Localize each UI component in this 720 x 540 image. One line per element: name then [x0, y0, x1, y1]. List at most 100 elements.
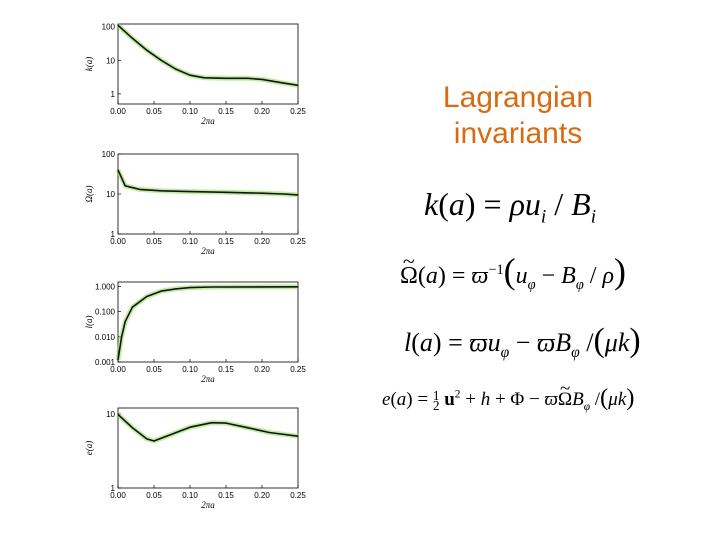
y-axis-label: k(a) — [84, 57, 94, 72]
equation-l: l(a) = ϖuφ − ϖBφ /(μk) — [404, 322, 641, 362]
x-axis-label: 2πa — [201, 116, 215, 126]
x-tick-label: 0.20 — [254, 237, 270, 246]
series-line — [117, 413, 299, 442]
y-tick-label: 10 — [106, 56, 115, 65]
y-tick-label: 10 — [106, 410, 115, 419]
k-plot: 0.00 0.05 0.10 0.15 0.20 0.25 100 10 1 2πa k(a) — [80, 18, 320, 136]
data-point — [297, 84, 299, 86]
chart-svg-1: 0.00 0.05 0.10 0.15 0.20 0.25 100 10 1 2πa Ω(a) — [84, 150, 306, 256]
y-axis-label: Ω(a) — [84, 185, 94, 202]
equation-k: k(a) = ρui / Bi — [424, 186, 597, 228]
x-tick-label: 0.10 — [182, 107, 198, 116]
data-point — [117, 24, 119, 26]
y-tick-label: 1 — [111, 90, 116, 99]
data-point — [117, 413, 119, 416]
data-point — [283, 82, 285, 84]
data-point — [203, 77, 205, 79]
y-tick-label: 1.000 — [95, 282, 116, 291]
y-tick-label: 0.010 — [95, 333, 116, 342]
x-tick-label: 0.25 — [290, 365, 306, 374]
x-tick-label: 0.20 — [254, 491, 270, 500]
title-line-1: Lagrangian — [442, 81, 594, 114]
data-point — [139, 188, 141, 191]
data-point — [175, 288, 177, 290]
data-point — [211, 422, 213, 424]
data-point — [131, 427, 133, 429]
data-point — [131, 306, 133, 308]
data-point — [124, 321, 126, 323]
title-line-2: invariants — [453, 117, 583, 150]
x-tick-label: 0.00 — [110, 365, 126, 374]
y-tick-label: 10 — [106, 190, 115, 199]
x-tick-label: 0.05 — [146, 365, 162, 374]
data-point — [283, 193, 285, 195]
x-tick-label: 0.10 — [182, 237, 198, 246]
plot-frame — [117, 407, 299, 489]
data-point — [189, 286, 191, 289]
equation-omega: Ω ~ (a) = ϖ−1(uφ − Bφ / ρ) — [400, 249, 626, 293]
data-point — [160, 190, 162, 192]
x-tick-label: 0.20 — [254, 107, 270, 116]
data-point — [124, 185, 126, 187]
data-point — [131, 37, 133, 39]
data-point — [225, 77, 227, 79]
data-point — [247, 427, 249, 429]
x-tick-label: 0.15 — [218, 491, 234, 500]
x-tick-label: 0.25 — [290, 491, 306, 500]
data-point — [146, 295, 148, 298]
data-point — [297, 194, 299, 196]
x-tick-label: 0.15 — [218, 107, 234, 116]
y-tick-label: 1 — [111, 484, 116, 493]
x-tick-label: 0.05 — [146, 107, 162, 116]
x-tick-label: 0.20 — [254, 365, 270, 374]
y-tick-label: 1 — [111, 230, 116, 239]
x-tick-label: 0.25 — [290, 107, 306, 116]
y-tick-label: 0.001 — [95, 358, 116, 367]
plots-column: 0.00 0.05 0.10 0.15 0.20 0.25 100 10 1 2πa k(a) 0.… — [80, 18, 320, 518]
data-point — [297, 435, 299, 437]
data-point — [146, 438, 148, 440]
data-point — [211, 286, 213, 288]
chart-svg-3: 0.00 0.05 0.10 0.15 0.20 0.25 10 1 2πa e(a) — [84, 407, 306, 510]
data-point — [261, 192, 263, 194]
y-tick-label: 100 — [102, 150, 116, 159]
data-point — [225, 191, 227, 193]
data-point — [117, 359, 119, 361]
data-point — [167, 434, 169, 437]
data-point — [268, 431, 270, 434]
slide-title: Lagrangian invariants — [408, 80, 628, 152]
series-halo — [116, 23, 299, 88]
plot-frame — [117, 23, 299, 105]
data-point — [189, 74, 191, 76]
x-tick-label: 0.05 — [146, 237, 162, 246]
chart-svg-0: 0.00 0.05 0.10 0.15 0.20 0.25 100 10 1 2πa k(a) — [84, 23, 306, 126]
data-point — [160, 59, 162, 61]
data-point — [297, 286, 299, 288]
data-point — [189, 190, 191, 193]
y-axis-label: e(a) — [84, 441, 94, 456]
data-point — [247, 77, 249, 79]
y-tick-label: 0.100 — [95, 308, 116, 317]
x-tick-label: 0.10 — [182, 365, 198, 374]
l-plot: 0.00 0.05 0.10 0.15 0.20 0.25 1.000 0.100 0.010 0… — [80, 276, 320, 394]
series-line — [117, 286, 299, 361]
x-tick-label: 0.00 — [110, 237, 126, 246]
x-tick-label: 0.05 — [146, 491, 162, 500]
y-tick-label: 100 — [102, 23, 116, 32]
omega-plot: 0.00 0.05 0.10 0.15 0.20 0.25 100 10 1 2πa Ω(a) — [80, 148, 320, 266]
e-plot: 0.00 0.05 0.10 0.15 0.20 0.25 10 1 2πa e(a) — [80, 402, 320, 520]
x-tick-label: 0.25 — [290, 237, 306, 246]
series-line — [117, 24, 299, 87]
data-point — [121, 336, 123, 338]
chart-svg-2: 0.00 0.05 0.10 0.15 0.20 0.25 1.000 0.100 0.010 0… — [84, 281, 306, 384]
data-point — [225, 422, 227, 424]
data-point — [146, 49, 148, 51]
y-axis-label: l(a) — [84, 316, 94, 329]
data-point — [117, 169, 119, 171]
x-tick-label: 0.00 — [110, 491, 126, 500]
data-point — [189, 426, 191, 428]
data-point — [160, 290, 162, 292]
data-point — [175, 68, 177, 70]
x-tick-label: 0.00 — [110, 107, 126, 116]
